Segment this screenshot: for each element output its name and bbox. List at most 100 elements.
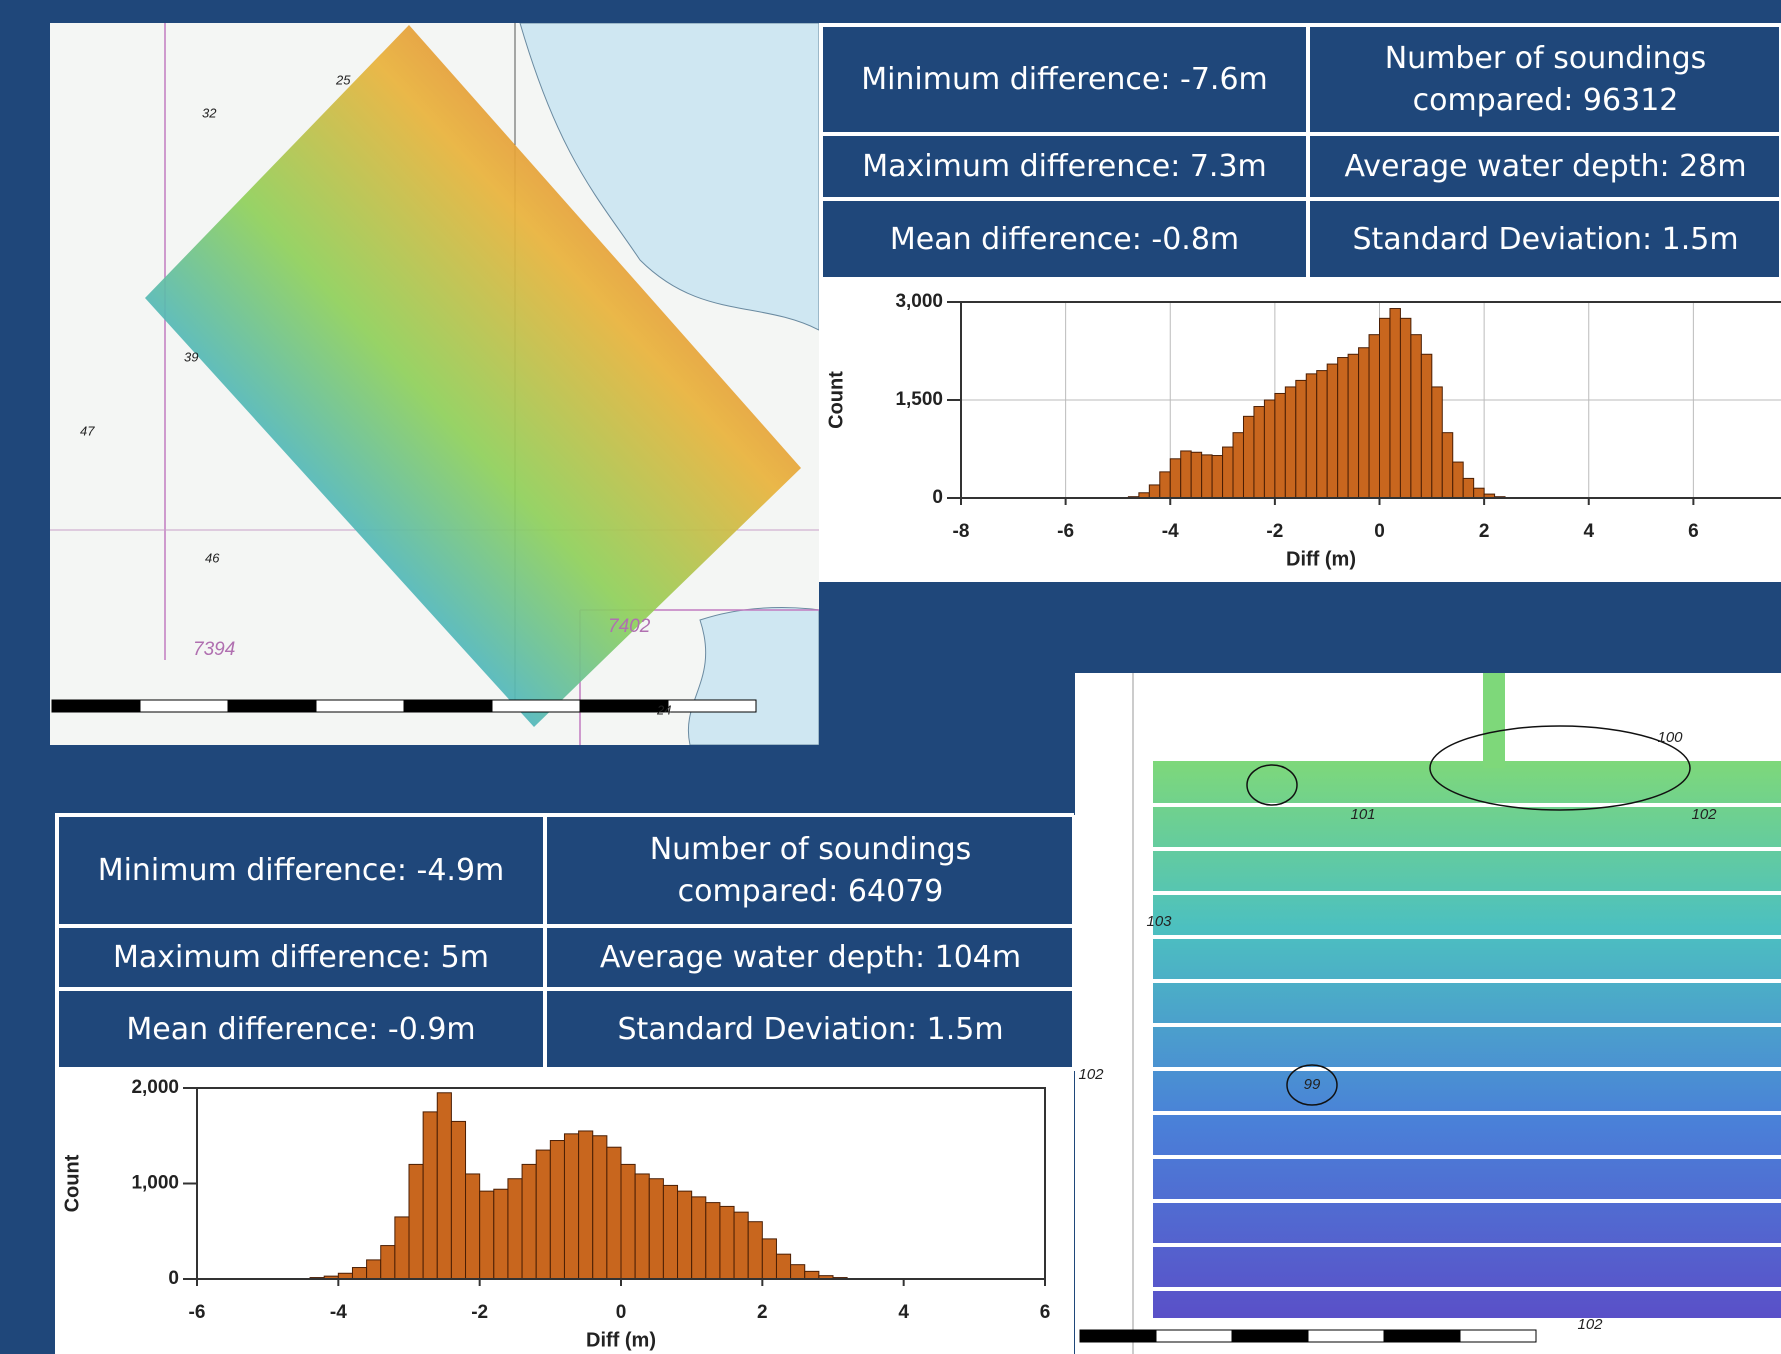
cell: Number of soundings compared: 96312 [1308, 25, 1781, 134]
map-label: 46 [205, 550, 220, 565]
scale-bar [1156, 1330, 1232, 1342]
x-tick-label: 0 [616, 1302, 627, 1323]
bar [1400, 318, 1410, 498]
y-tick-label: 2,000 [131, 1077, 179, 1098]
bar [1390, 309, 1400, 498]
bar [1348, 354, 1358, 498]
bar [1306, 374, 1316, 498]
stripe [1153, 1155, 1781, 1159]
scale-bar [52, 700, 140, 712]
y-tick-label: 3,000 [895, 291, 943, 312]
scale-bar [404, 700, 492, 712]
bar [1149, 485, 1159, 498]
map-label: 101 [1350, 806, 1375, 823]
bar [522, 1164, 536, 1279]
bar [1421, 354, 1431, 498]
bar [720, 1206, 734, 1279]
bar [1369, 335, 1379, 498]
bar [1411, 335, 1421, 498]
scale-bar [1460, 1330, 1536, 1342]
bar [1442, 433, 1452, 498]
scale-bar [668, 700, 756, 712]
bar [536, 1150, 550, 1279]
cell: Maximum difference: 5m [57, 926, 545, 989]
bar [395, 1217, 409, 1279]
x-tick-label: -6 [189, 1302, 206, 1323]
bar [451, 1121, 465, 1279]
bar [367, 1260, 381, 1279]
bar [678, 1191, 692, 1279]
x-tick-label: 6 [1040, 1302, 1051, 1323]
scale-bar [1232, 1330, 1308, 1342]
bar [564, 1134, 578, 1279]
y-tick-label: 1,500 [895, 389, 943, 410]
bar [466, 1174, 480, 1279]
map-label: 100 [1657, 729, 1683, 746]
stripe [1153, 1067, 1781, 1071]
x-tick-label: 6 [1688, 521, 1699, 542]
bar [1380, 318, 1390, 498]
bar [706, 1203, 720, 1279]
bar [550, 1141, 564, 1279]
bar [791, 1265, 805, 1279]
slide: 2532394746739474022410010110210210210399… [0, 0, 1781, 1354]
bar [1327, 364, 1337, 498]
bar [607, 1147, 621, 1279]
map-label: 7394 [193, 639, 235, 660]
chart: -8-6-4-2024601,5003,000Diff (m)Count [819, 279, 1781, 582]
scale-bar [1384, 1330, 1460, 1342]
bar [748, 1222, 762, 1279]
scale-bar [1308, 1330, 1384, 1342]
cell: Mean difference: -0.8m [821, 199, 1308, 281]
bar [494, 1189, 508, 1279]
survey [1153, 761, 1781, 1318]
y-axis-label: Count [61, 1154, 83, 1212]
bar [776, 1254, 790, 1279]
water [688, 608, 819, 746]
bar [692, 1197, 706, 1279]
y-tick-label: 1,000 [131, 1173, 179, 1194]
bar [1453, 462, 1463, 498]
bar [1202, 455, 1212, 498]
x-tick-label: -2 [1266, 521, 1283, 542]
map: 10010110210210210399 [1075, 673, 1781, 1354]
scale-bar [580, 700, 668, 712]
bar [1264, 400, 1274, 498]
stripe [1153, 891, 1781, 895]
x-tick-label: -2 [471, 1302, 488, 1323]
x-axis-label: Diff (m) [1286, 548, 1356, 570]
bar [1223, 447, 1233, 498]
x-axis-label: Diff (m) [586, 1329, 656, 1351]
bar [1285, 387, 1295, 498]
bar [409, 1164, 423, 1279]
bar [1359, 348, 1369, 498]
cell: Number of soundings compared: 64079 [545, 815, 1076, 926]
stripe [1153, 935, 1781, 939]
map-label: 24 [656, 702, 671, 717]
bar [1432, 387, 1442, 498]
bar [649, 1179, 663, 1279]
x-tick-label: 4 [898, 1302, 909, 1323]
map-label: 102 [1691, 806, 1717, 823]
bar [1233, 433, 1243, 498]
cell: Mean difference: -0.9m [57, 989, 545, 1071]
stripe [1153, 1287, 1781, 1291]
bar [734, 1212, 748, 1279]
stripe [1153, 1023, 1781, 1027]
x-tick-label: 2 [757, 1302, 768, 1323]
bar [352, 1268, 366, 1279]
bar [437, 1093, 451, 1279]
bar [1181, 451, 1191, 498]
stripe [1153, 979, 1781, 983]
x-tick-label: -8 [953, 521, 970, 542]
x-tick-label: 0 [1374, 521, 1385, 542]
x-tick-label: -4 [330, 1302, 347, 1323]
map-label: 39 [184, 349, 198, 364]
cell: Minimum difference: -7.6m [821, 25, 1308, 134]
y-tick-label: 0 [168, 1268, 179, 1289]
chart: -6 -4 -2 0 2 4 6 0 1,000 2,000 Diff (m) Count [55, 1069, 1074, 1354]
bar [1191, 452, 1201, 498]
bar [480, 1191, 494, 1279]
bar [508, 1179, 522, 1279]
